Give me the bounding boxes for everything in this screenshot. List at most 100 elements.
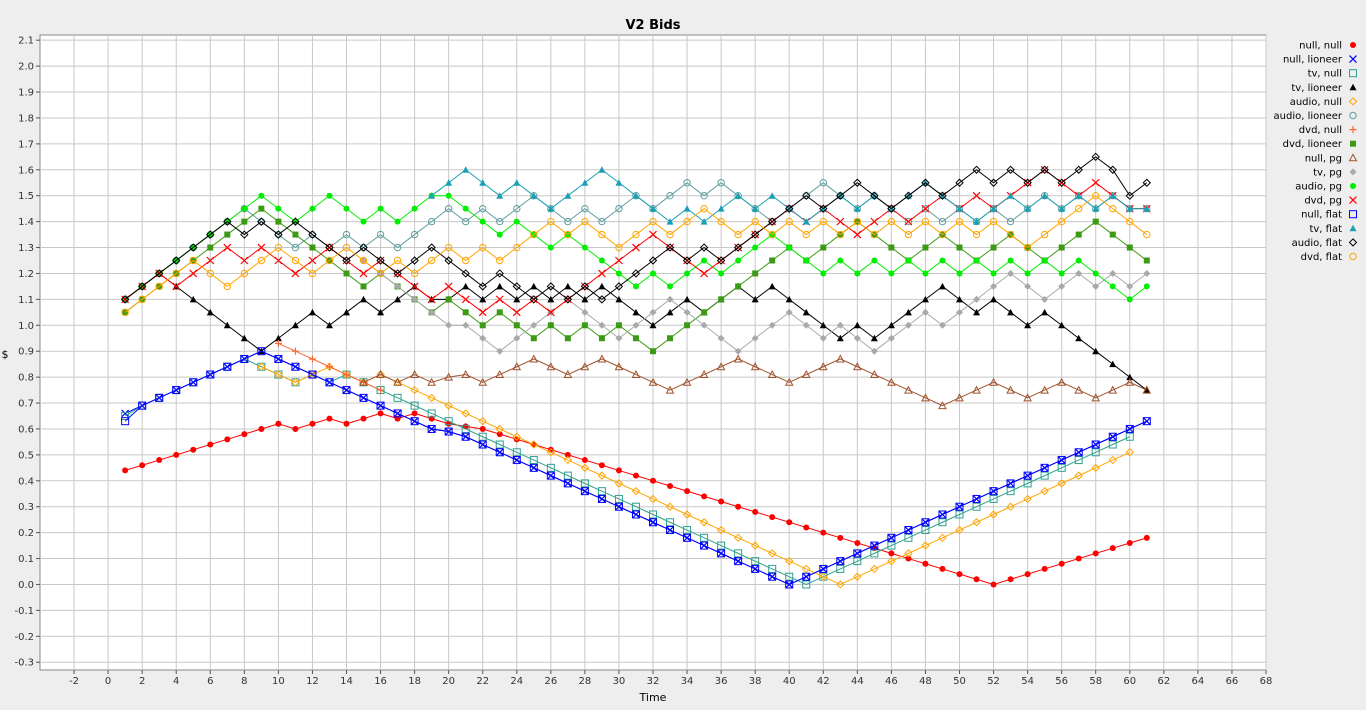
data-point <box>563 369 573 379</box>
data-point <box>887 541 896 550</box>
data-point <box>1143 283 1150 290</box>
y-tick-label: 0.1 <box>18 554 34 565</box>
data-point <box>767 217 777 226</box>
legend-item: null, null <box>1299 41 1356 52</box>
data-point <box>683 308 691 316</box>
data-point <box>1057 377 1067 386</box>
data-point <box>1126 244 1133 251</box>
data-point <box>955 217 964 226</box>
y-tick-label: 0.7 <box>18 399 34 410</box>
data-point <box>223 217 232 226</box>
x-tick-label: 8 <box>241 676 247 687</box>
x-tick-label: 36 <box>715 676 728 687</box>
data-point <box>564 230 572 239</box>
data-point <box>768 282 776 290</box>
data-point <box>955 178 964 187</box>
x-tick-label: 48 <box>919 676 932 687</box>
data-point <box>717 217 725 226</box>
data-point <box>956 295 963 303</box>
data-point <box>632 283 639 290</box>
data-point <box>938 533 947 543</box>
data-point <box>648 256 658 265</box>
legend-item: null, pg <box>1305 153 1358 164</box>
data-point <box>631 369 641 379</box>
data-point <box>700 321 708 329</box>
data-point <box>989 178 998 187</box>
data-point <box>615 467 622 474</box>
data-point <box>428 192 436 199</box>
data-point <box>189 269 198 278</box>
data-point <box>836 564 845 573</box>
data-point <box>258 425 265 432</box>
data-point <box>223 282 232 291</box>
data-point <box>1058 560 1065 567</box>
legend-item: tv, null <box>1308 69 1357 80</box>
y-tick-label: -0.2 <box>14 632 34 643</box>
x-tick-label: 12 <box>306 676 319 687</box>
data-point <box>343 420 350 427</box>
data-point <box>496 309 503 316</box>
data-point <box>224 436 231 443</box>
data-point <box>973 257 980 264</box>
data-point <box>836 580 845 589</box>
data-point <box>632 243 640 252</box>
data-point <box>1024 282 1032 290</box>
legend-item: tv, lioneer <box>1291 83 1357 94</box>
data-point <box>1074 448 1083 457</box>
data-point <box>462 166 470 173</box>
data-point <box>904 549 913 558</box>
y-tick-label: 1.5 <box>18 191 34 202</box>
data-point <box>206 256 215 265</box>
data-point <box>802 572 811 581</box>
data-point <box>820 529 827 536</box>
data-point <box>699 369 709 379</box>
x-tick-label: 20 <box>442 676 455 687</box>
y-tick-label: 1.9 <box>18 88 34 99</box>
data-point <box>752 270 759 277</box>
data-point <box>512 456 521 465</box>
data-point <box>1349 168 1357 176</box>
data-point <box>615 295 623 303</box>
data-point <box>1075 555 1082 562</box>
data-point <box>615 322 622 329</box>
data-point <box>546 308 555 317</box>
data-point <box>921 204 930 213</box>
data-point <box>496 282 504 290</box>
data-point <box>291 347 299 355</box>
data-point <box>598 257 605 264</box>
data-point <box>393 256 402 265</box>
data-point <box>683 217 691 226</box>
data-point <box>189 243 198 252</box>
data-point <box>751 557 760 566</box>
data-point <box>684 270 691 277</box>
data-point <box>1092 205 1100 212</box>
data-point <box>258 205 265 212</box>
data-point <box>650 348 656 355</box>
x-tick-label: 10 <box>272 676 285 687</box>
data-point <box>462 309 469 316</box>
y-tick-label: 1.7 <box>18 139 34 150</box>
data-point <box>836 557 845 566</box>
data-point <box>1142 178 1152 187</box>
data-point <box>547 244 554 251</box>
data-point <box>904 230 913 239</box>
data-point <box>888 550 895 557</box>
y-tick-label: 0.5 <box>18 450 34 461</box>
data-point <box>120 295 130 304</box>
legend-label: dvd, pg <box>1304 196 1342 207</box>
data-point <box>852 362 862 371</box>
data-point <box>1091 178 1100 187</box>
data-point <box>735 283 742 290</box>
data-point <box>1091 448 1100 457</box>
data-point <box>461 217 470 226</box>
data-point <box>734 230 742 239</box>
legend-item: dvd, null <box>1299 125 1357 136</box>
y-tick-label: 0.4 <box>18 476 34 487</box>
x-tick-label: 44 <box>851 676 864 687</box>
y-tick-label: 0.6 <box>18 424 34 435</box>
data-point <box>1125 424 1134 433</box>
data-point <box>1058 282 1066 290</box>
data-point <box>972 165 981 174</box>
data-point <box>1142 417 1151 426</box>
data-point <box>563 295 573 304</box>
